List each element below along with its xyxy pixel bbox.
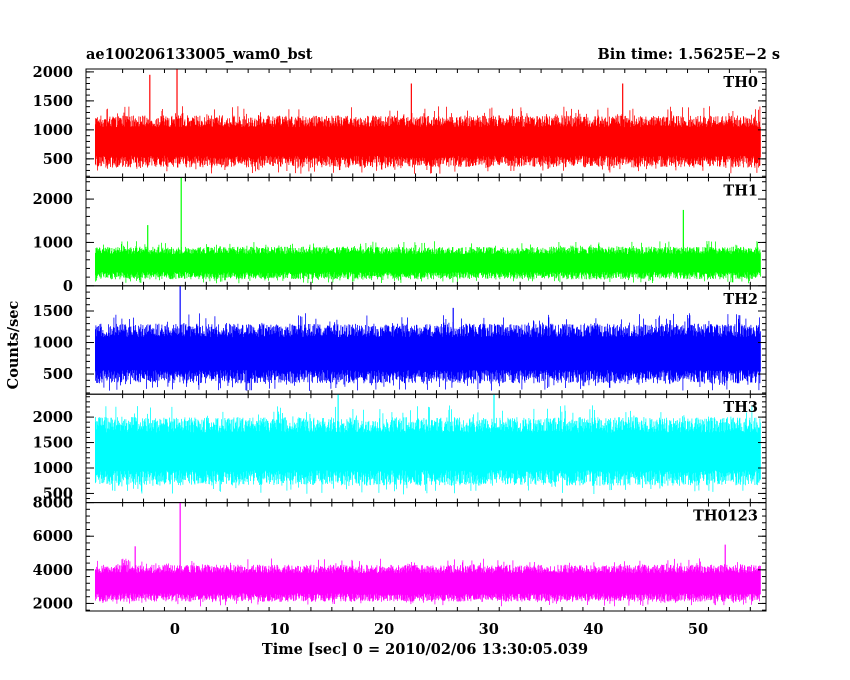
panel-label: TH0123	[693, 508, 758, 525]
panel-th0123: 2000 4000 6000 8000 TH0123	[33, 495, 767, 612]
y-tick-label: 2000	[33, 64, 73, 81]
panel-label: TH2	[723, 291, 758, 308]
panel-label: TH1	[723, 182, 758, 199]
x-tick-label: 50	[688, 621, 708, 638]
series-th0-trace	[95, 106, 761, 174]
y-tick-label: 1500	[33, 303, 73, 320]
y-tick-label: 6000	[33, 528, 73, 545]
y-tick-label: 500	[43, 485, 73, 502]
panel-th1: 0 1000 2000 TH1	[33, 176, 767, 295]
x-tick-label: 0	[170, 621, 180, 638]
panel-label: TH0	[723, 74, 758, 91]
x-tick-label: 40	[583, 621, 603, 638]
x-tick-label: 30	[479, 621, 499, 638]
panel-th2: 500 1000 1500 TH2	[33, 285, 767, 395]
y-tick-label: 1500	[33, 93, 73, 110]
panel-th0: 500 1000 1500 2000 TH0	[33, 64, 767, 178]
y-tick-label: 1500	[33, 435, 73, 452]
y-tick-label: 8000	[33, 495, 73, 512]
y-tick-label: 2000	[33, 595, 73, 612]
bin-time-label: Bin time: 1.5625E−2 s	[597, 46, 780, 63]
x-tick-label: 20	[374, 621, 394, 638]
y-tick-label: 1000	[33, 335, 73, 352]
y-axis-label: Counts/sec	[5, 300, 22, 389]
x-axis-label: Time [sec] 0 = 2010/02/06 13:30:05.039	[262, 641, 588, 658]
y-tick-label: 4000	[33, 562, 73, 579]
chart-title: ae100206133005_wam0_bst	[86, 46, 313, 63]
x-tick-label: 10	[269, 621, 289, 638]
y-tick-label: 2000	[33, 409, 73, 426]
series-th0123-trace	[95, 558, 761, 607]
y-tick-label: 2000	[33, 191, 73, 208]
y-tick-label: 500	[43, 151, 73, 168]
y-tick-label: 500	[43, 366, 73, 383]
series-th2-trace	[95, 313, 761, 391]
panel-label: TH3	[723, 399, 758, 416]
series-th1-trace	[95, 241, 761, 284]
y-tick-label: 1000	[33, 460, 73, 477]
panel-th3: 500 1000 1500 2000 TH3	[33, 393, 767, 504]
y-tick-label: 1000	[33, 122, 73, 139]
y-tick-label: 0	[63, 278, 73, 295]
panels-group: 500100015002000TH0010002000TH15001000150…	[33, 64, 767, 638]
y-tick-label: 1000	[33, 234, 73, 251]
series-th3-trace	[95, 405, 761, 495]
